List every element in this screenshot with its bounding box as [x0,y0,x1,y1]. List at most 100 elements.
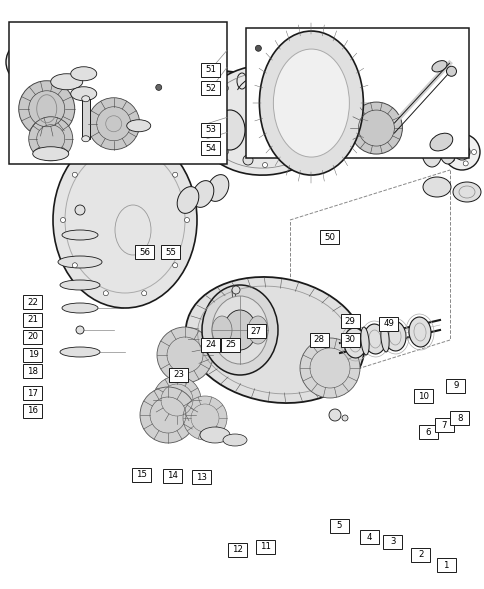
Circle shape [31,47,38,54]
Ellipse shape [62,230,98,240]
Ellipse shape [367,114,391,130]
Ellipse shape [177,187,198,213]
Circle shape [453,144,469,160]
FancyBboxPatch shape [168,368,188,382]
Circle shape [444,97,450,103]
FancyBboxPatch shape [201,141,220,155]
Circle shape [157,327,212,383]
Ellipse shape [212,296,268,364]
Ellipse shape [247,316,268,344]
Circle shape [449,157,454,161]
Text: 8: 8 [456,413,462,423]
Circle shape [72,263,77,268]
Text: 5: 5 [336,521,342,531]
FancyBboxPatch shape [227,542,247,557]
Ellipse shape [385,110,409,126]
Ellipse shape [402,105,426,121]
FancyBboxPatch shape [329,519,348,533]
Circle shape [31,71,38,78]
Circle shape [20,54,36,70]
Text: 54: 54 [205,144,216,153]
Circle shape [462,138,467,143]
Circle shape [60,217,65,223]
Ellipse shape [422,177,450,197]
FancyBboxPatch shape [23,386,43,401]
Circle shape [223,85,228,91]
Ellipse shape [71,87,96,101]
Ellipse shape [201,285,277,375]
Text: 28: 28 [313,335,324,345]
Ellipse shape [53,132,197,308]
Text: 55: 55 [165,247,176,257]
Circle shape [462,161,467,166]
Circle shape [262,163,267,167]
Ellipse shape [126,120,151,132]
Circle shape [255,45,261,51]
Ellipse shape [363,324,385,354]
Text: 49: 49 [383,319,393,329]
Ellipse shape [452,182,480,202]
FancyBboxPatch shape [436,558,455,573]
Ellipse shape [419,100,443,116]
Circle shape [72,172,77,177]
Bar [82,99,90,139]
FancyBboxPatch shape [410,548,430,562]
FancyBboxPatch shape [23,295,43,309]
FancyBboxPatch shape [201,123,220,137]
Text: 30: 30 [344,335,355,345]
FancyBboxPatch shape [23,364,43,378]
Text: 14: 14 [166,471,177,481]
Circle shape [231,286,240,294]
Ellipse shape [32,147,69,161]
Circle shape [172,263,177,268]
Text: 24: 24 [205,340,216,349]
Ellipse shape [380,324,388,352]
Text: 12: 12 [232,545,242,554]
Circle shape [141,144,146,149]
FancyBboxPatch shape [201,81,220,95]
FancyBboxPatch shape [449,411,469,425]
Ellipse shape [60,347,100,357]
Text: 13: 13 [196,472,206,482]
Ellipse shape [259,31,363,175]
Ellipse shape [214,110,244,150]
FancyBboxPatch shape [191,470,211,484]
Circle shape [301,85,306,91]
FancyBboxPatch shape [309,333,328,347]
Circle shape [6,40,50,84]
Circle shape [29,117,73,161]
FancyBboxPatch shape [319,230,339,244]
FancyBboxPatch shape [162,469,182,483]
FancyBboxPatch shape [23,330,43,344]
Circle shape [103,144,108,149]
Circle shape [341,415,348,421]
Ellipse shape [199,427,229,443]
Circle shape [76,326,84,334]
Ellipse shape [60,280,100,290]
FancyBboxPatch shape [434,418,453,432]
Text: 51: 51 [205,65,216,74]
FancyBboxPatch shape [359,530,378,544]
Circle shape [140,387,196,443]
Circle shape [449,143,454,147]
FancyBboxPatch shape [135,245,154,259]
Ellipse shape [429,133,452,151]
Ellipse shape [439,140,455,164]
Circle shape [441,94,453,106]
Text: 52: 52 [205,84,216,93]
Ellipse shape [421,137,441,167]
Circle shape [88,98,139,150]
Ellipse shape [207,174,228,201]
Ellipse shape [302,100,337,124]
Circle shape [75,205,85,215]
Text: 23: 23 [173,370,183,379]
Text: 25: 25 [225,340,235,349]
Ellipse shape [273,49,348,157]
Circle shape [141,291,146,296]
FancyBboxPatch shape [246,324,265,338]
Text: 7: 7 [440,421,446,430]
Ellipse shape [185,277,363,403]
Ellipse shape [343,328,365,358]
Text: 9: 9 [452,381,458,391]
Text: 29: 29 [344,316,355,326]
